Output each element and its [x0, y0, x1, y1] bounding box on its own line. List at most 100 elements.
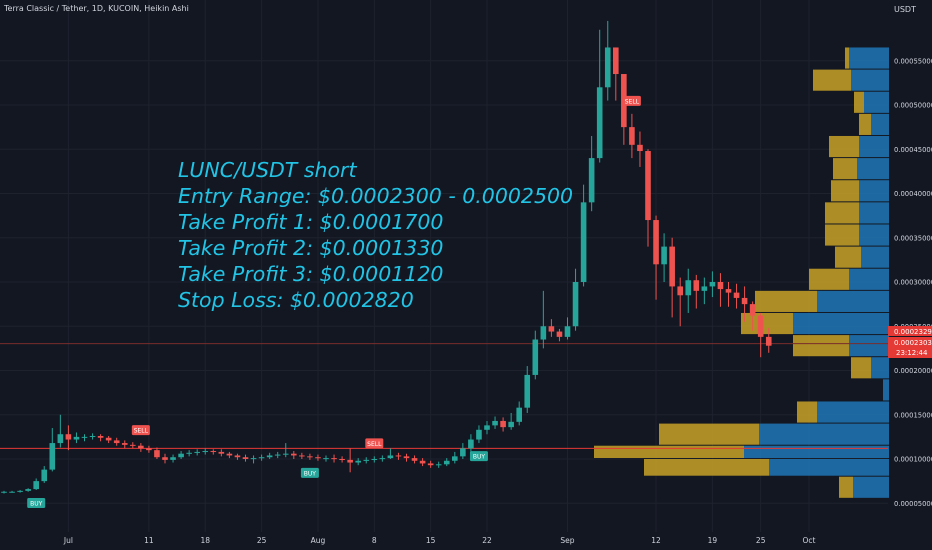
- candle-body: [693, 280, 700, 291]
- candle-body: [572, 282, 579, 327]
- candle-body: [339, 459, 345, 460]
- volume-bar-down: [813, 69, 851, 91]
- candle-body: [460, 448, 466, 457]
- sell-signal: [131, 425, 150, 436]
- candle-body: [435, 464, 442, 466]
- candle-body: [210, 451, 217, 453]
- candle-body: [532, 339, 539, 375]
- candle-body: [701, 286, 708, 291]
- candle-body: [307, 456, 313, 458]
- last-price-badge: [888, 326, 932, 336]
- candle-body: [403, 456, 410, 459]
- volume-bar-up: [857, 158, 889, 180]
- candle-body: [419, 460, 426, 464]
- price-tick-label: 0.00030000: [894, 279, 932, 287]
- candle-body: [105, 437, 112, 441]
- candle-body: [347, 459, 353, 463]
- candle-body: [9, 491, 15, 493]
- price-tick-label: 0.00035000: [894, 234, 932, 242]
- buy-signal: [300, 467, 319, 478]
- candle-body: [218, 451, 225, 454]
- candle-body: [500, 420, 506, 428]
- candle-body: [371, 459, 378, 460]
- signals: BUY SELL BUY SELL BUY SELL: [27, 95, 641, 508]
- candle-body: [363, 459, 370, 461]
- sell-signal: [365, 438, 384, 449]
- current-price-badge: [888, 337, 932, 358]
- candle-body: [57, 434, 64, 444]
- candle-body: [765, 336, 772, 346]
- annotation-line: Take Profit 2: $0.0001330: [178, 236, 444, 260]
- candle-body: [130, 444, 136, 446]
- candle-body: [113, 440, 120, 444]
- candle-body: [395, 455, 402, 457]
- volume-bar-up: [864, 91, 889, 113]
- price-axis[interactable]: 0.00005000 0.00010000 0.00015000 0.00020000…: [894, 57, 932, 508]
- candle-body: [685, 280, 692, 296]
- candle-body: [733, 292, 740, 298]
- candle-body: [709, 282, 716, 287]
- candle-body: [291, 453, 297, 456]
- candle-body: [154, 450, 160, 458]
- candle-body: [323, 458, 329, 460]
- volume-bar-down: [835, 246, 861, 268]
- candle-body: [757, 315, 764, 337]
- candle-body: [508, 421, 514, 428]
- candle-body: [97, 435, 104, 438]
- candle-body: [274, 454, 281, 456]
- candle-body: [677, 286, 683, 296]
- volume-bar-down: [825, 224, 859, 246]
- time-axis[interactable]: Jul 11 18 25 Aug 8 15 22 Sep 12 19 25 Oct: [63, 536, 816, 545]
- candle-body: [1, 491, 7, 493]
- price-tick-label: 0.00045000: [894, 146, 932, 154]
- candle-body: [548, 326, 555, 332]
- volume-bar-up: [851, 69, 889, 91]
- time-tick-label: 18: [200, 536, 210, 545]
- volume-bar-down: [797, 401, 817, 423]
- volume-bar-up: [853, 476, 889, 498]
- volume-bar-down: [859, 113, 871, 135]
- annotation-line: Entry Range: $0.0002300 - 0.0002500: [178, 184, 574, 208]
- candle-body: [596, 87, 603, 159]
- candle-body: [17, 490, 23, 492]
- volume-bar-up: [861, 246, 889, 268]
- candle-body: [170, 457, 176, 460]
- volume-bar-down: [831, 180, 859, 202]
- volume-bar-down: [755, 290, 817, 312]
- time-tick-label: 25: [756, 536, 766, 545]
- volume-bar-down: [793, 335, 849, 357]
- volume-bar-up: [769, 459, 889, 476]
- volume-bar-up: [849, 47, 889, 69]
- volume-bar-down: [644, 459, 769, 476]
- price-tick-label: 0.00020000: [894, 367, 932, 375]
- candle-body: [258, 457, 265, 459]
- volume-bar-down: [741, 312, 793, 335]
- time-tick-label: 25: [257, 536, 267, 545]
- candle-body: [178, 453, 184, 458]
- candle-body: [25, 489, 31, 491]
- volume-bar-up: [883, 379, 889, 401]
- time-tick-label: 19: [708, 536, 718, 545]
- candle-body: [580, 202, 587, 282]
- signal-label: SELL: [625, 98, 640, 105]
- volume-bar-up: [849, 268, 889, 290]
- currency-label: USDT: [894, 5, 916, 14]
- candle-body: [669, 246, 675, 287]
- grid: [0, 0, 888, 532]
- candle-body: [484, 425, 490, 430]
- candle-body: [162, 457, 168, 460]
- candle-body: [146, 448, 152, 451]
- time-tick-label: 22: [482, 536, 492, 545]
- candle-body: [73, 436, 80, 440]
- candle-body: [452, 456, 458, 461]
- time-tick-label: 11: [144, 536, 154, 545]
- buy-signal: [27, 497, 46, 508]
- time-tick-label: 15: [426, 536, 436, 545]
- time-tick-label: 12: [651, 536, 661, 545]
- volume-bar-up: [793, 312, 889, 335]
- current-price-label: 0.00023035: [894, 339, 932, 347]
- signal-label: BUY: [473, 454, 486, 461]
- price-tick-label: 0.00055000: [894, 57, 932, 65]
